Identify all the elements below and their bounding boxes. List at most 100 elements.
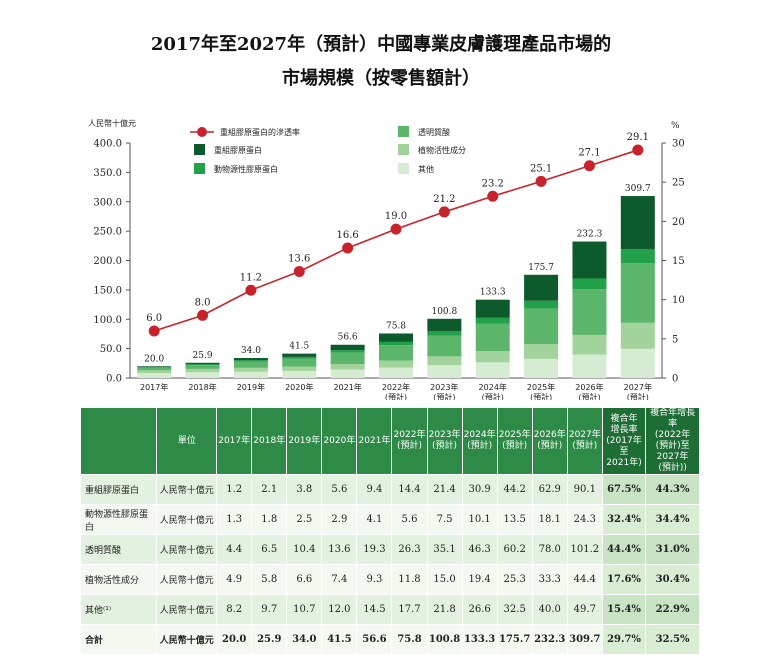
table-cell-value: 56.6 <box>356 624 393 655</box>
table-cell-value: 9.3 <box>356 564 393 595</box>
table-cell-value: 7.4 <box>321 564 358 595</box>
penetration-label: 8.0 <box>195 297 211 308</box>
x-tick-note: (預計) <box>482 392 504 400</box>
table-cell-value: 100.8 <box>426 624 463 655</box>
x-tick-label: 2027年 <box>624 382 652 392</box>
table-cell-value: 44.2 <box>496 474 533 505</box>
bar-segment <box>185 368 220 373</box>
table-cell-value: 44.4 <box>566 564 603 595</box>
bar-segment <box>233 358 268 361</box>
table-cell-value: 4.1 <box>356 504 393 535</box>
bar-segment <box>185 362 220 365</box>
table-row-name: 合計 <box>79 624 158 655</box>
bar-segment <box>572 278 607 290</box>
table-row-unit: 人民幣十億元 <box>156 594 218 625</box>
table-cell-value: 1.8 <box>251 504 288 535</box>
bar-segment <box>233 367 268 372</box>
x-tick-note: (預計) <box>530 392 552 400</box>
penetration-point <box>148 325 160 337</box>
bar-total-label: 34.0 <box>241 346 261 356</box>
bar-segment <box>233 371 268 378</box>
table-cell-value: 9.4 <box>356 474 393 505</box>
bar-segment <box>524 300 559 309</box>
legend-label: 其他 <box>418 164 434 174</box>
penetration-label: 13.6 <box>288 253 310 264</box>
left-tick-label: 200.0 <box>93 256 122 267</box>
table-header-cagr-2017-2021: 複合年 增長率 (2017年至 2021年) <box>601 407 647 475</box>
table-row: 合計 人民幣十億元 20.0 25.9 34.0 41.5 56.6 75.8 100.8 133… <box>79 624 700 655</box>
table-cell-value: 46.3 <box>461 534 498 565</box>
x-tick-label: 2026年 <box>575 382 603 392</box>
table-cell-value: 33.3 <box>531 564 568 595</box>
bar-segment <box>282 366 317 371</box>
bar-segment <box>330 344 365 351</box>
table-header-year: 2026年 (預計) <box>531 407 568 475</box>
bar-total-label: 133.3 <box>480 288 506 298</box>
table-cell-cagr-2022-2027: 34.4% <box>645 504 700 535</box>
left-tick-label: 150.0 <box>93 285 122 296</box>
bar-segment <box>330 350 365 353</box>
table-cell-value: 1.2 <box>216 474 253 505</box>
penetration-label: 16.6 <box>337 230 359 241</box>
bar-total-label: 232.3 <box>577 230 603 240</box>
table-cell-cagr-2017-2021: 17.6% <box>601 564 647 595</box>
left-tick-label: 350.0 <box>93 168 122 179</box>
bar-segment <box>379 345 413 361</box>
table-cell-value: 18.1 <box>531 504 568 535</box>
table-cell-value: 49.7 <box>566 594 603 625</box>
table-cell-value: 9.7 <box>251 594 288 625</box>
x-tick-label: 2025年 <box>527 382 555 392</box>
table-cell-value: 2.5 <box>286 504 323 535</box>
right-tick-label: 30 <box>672 139 685 150</box>
x-tick-label: 2023年 <box>430 382 458 392</box>
table-cell-value: 75.8 <box>391 624 428 655</box>
chart-title-line-1: 2017年至2027年（預計）中國專業皮膚護理產品市場的 <box>150 34 612 55</box>
penetration-point <box>197 309 209 321</box>
table-cell-value: 35.1 <box>426 534 463 565</box>
right-tick-label: 20 <box>672 217 685 228</box>
table-cell-value: 25.3 <box>496 564 533 595</box>
bar-segment <box>427 331 462 336</box>
table-cell-value: 8.2 <box>216 594 253 625</box>
table-header-year: 2027年 (預計) <box>566 407 603 475</box>
table-header-year: 2022年 (預計) <box>391 407 428 475</box>
table-cell-value: 10.4 <box>286 534 323 565</box>
penetration-point <box>438 206 450 218</box>
left-tick-label: 250.0 <box>93 227 122 238</box>
table-header-year: 2025年 (預計) <box>496 407 533 475</box>
table-header-year: 2018年 <box>251 407 288 475</box>
table-row-unit: 人民幣十億元 <box>156 474 218 505</box>
bar-segment <box>427 318 462 332</box>
table-cell-value: 30.9 <box>461 474 498 505</box>
bar-segment <box>379 333 413 342</box>
penetration-label: 11.2 <box>240 272 262 283</box>
right-tick-label: 25 <box>672 178 685 189</box>
penetration-point <box>487 190 499 202</box>
penetration-point <box>293 265 305 277</box>
penetration-label: 19.0 <box>385 211 407 222</box>
table-cell-value: 2.1 <box>251 474 288 505</box>
legend-swatch <box>194 144 205 155</box>
table-cell-value: 5.6 <box>391 504 428 535</box>
table-header-year: 2020年 <box>321 407 358 475</box>
table-cell-value: 26.3 <box>391 534 428 565</box>
table-row: 透明質酸 人民幣十億元 4.4 6.5 10.4 13.6 19.3 26.3 35.1 46.3… <box>79 534 700 565</box>
bar-segment <box>620 248 655 264</box>
legend-swatch <box>398 126 409 137</box>
bar-segment <box>475 323 510 351</box>
table-cell-cagr-2022-2027: 32.5% <box>645 624 700 655</box>
legend-label: 重組膠原蛋白 <box>214 145 262 155</box>
left-tick-label: 300.0 <box>93 197 122 208</box>
bar-segment <box>524 308 559 345</box>
bar-segment <box>379 367 413 378</box>
table-cell-value: 4.4 <box>216 534 253 565</box>
bar-segment <box>427 335 462 357</box>
legend-swatch <box>398 163 409 174</box>
table-cell-value: 133.3 <box>461 624 498 655</box>
x-tick-label: 2017年 <box>140 382 168 392</box>
table-row: 重組膠原蛋白 人民幣十億元 1.2 2.1 3.8 5.6 9.4 14.4 21.4 30.9 4… <box>79 474 700 505</box>
bar-segment <box>524 344 559 359</box>
x-tick-label: 2024年 <box>479 382 507 392</box>
bar-segment <box>185 365 220 369</box>
bar-total-label: 41.5 <box>289 342 309 352</box>
